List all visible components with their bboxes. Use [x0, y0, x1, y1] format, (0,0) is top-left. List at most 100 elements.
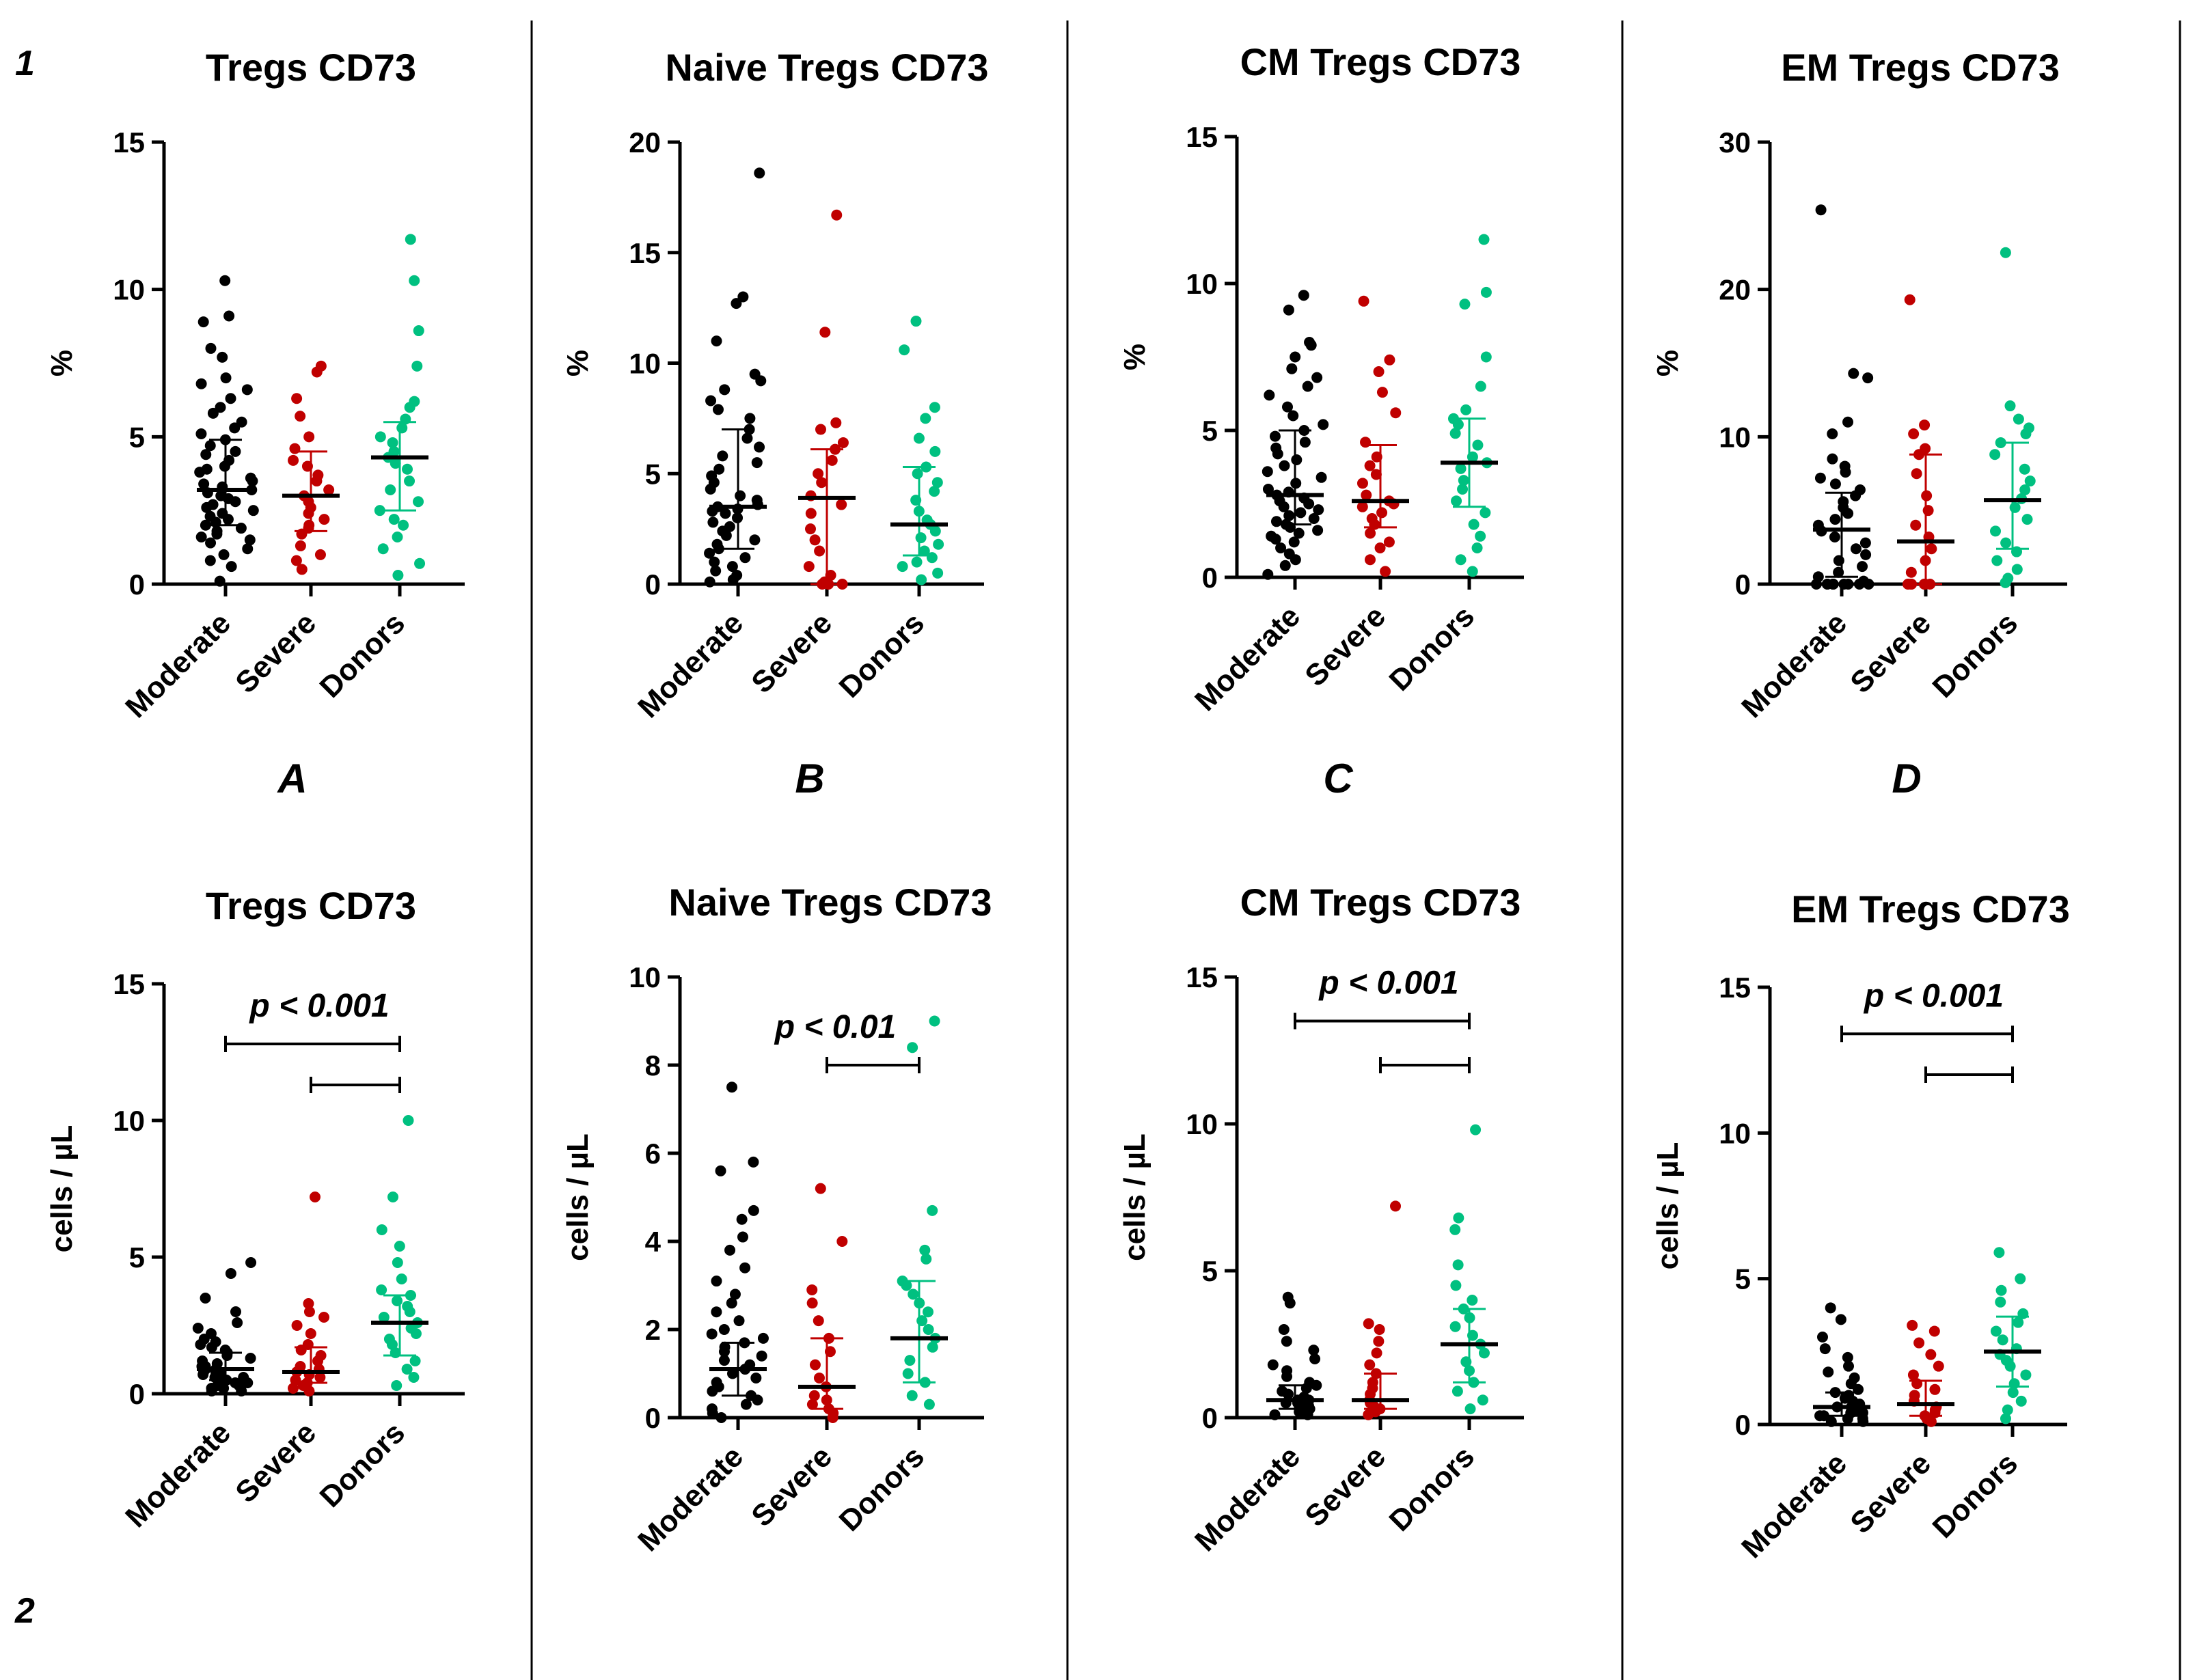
data-point-severe [1370, 469, 1382, 480]
data-point-severe [288, 454, 299, 466]
data-point-moderate [740, 1399, 752, 1410]
chart-title: CM Tregs CD73 [1240, 40, 1521, 83]
data-point-moderate [1305, 340, 1317, 351]
data-point-moderate [230, 1306, 241, 1317]
data-point-severe [288, 1383, 299, 1394]
data-point-donors [1477, 1394, 1488, 1406]
data-point-moderate [206, 1342, 217, 1353]
p-value-label: p < 0.001 [248, 988, 389, 1024]
data-point-moderate [204, 440, 216, 452]
data-point-moderate [195, 428, 207, 440]
data-point-moderate [195, 1339, 206, 1350]
data-point-severe [808, 1390, 820, 1401]
data-point-donors [1449, 1321, 1461, 1332]
data-point-moderate [718, 1346, 730, 1358]
x-tick-label: Severe [745, 1440, 839, 1533]
data-point-donors [414, 557, 426, 569]
data-point-severe [1364, 1359, 1376, 1371]
data-point-donors [1455, 554, 1467, 566]
data-point-donors [923, 1399, 935, 1410]
data-point-donors [929, 402, 940, 413]
x-tick-label: Moderate [119, 1416, 237, 1534]
data-point-donors [391, 1380, 403, 1391]
data-point-severe [303, 1386, 315, 1396]
data-point-moderate [1281, 1336, 1292, 1347]
x-tick-label: Donors [1383, 599, 1482, 698]
data-point-moderate [1318, 419, 1329, 430]
y-tick-label: 10 [1186, 268, 1218, 300]
data-point-moderate [720, 508, 731, 519]
data-point-severe [805, 508, 817, 519]
chart-title: Naive Tregs CD73 [665, 46, 988, 89]
data-point-moderate [726, 561, 738, 573]
y-axis-label: % [1651, 350, 1685, 376]
x-tick-label: Severe [1298, 1440, 1392, 1533]
data-point-severe [303, 508, 314, 519]
data-point-moderate [1312, 525, 1324, 536]
data-point-severe [1361, 489, 1372, 501]
data-point-moderate [741, 432, 753, 444]
x-tick-label: Moderate [119, 606, 237, 724]
chart-panel-6: Naive Tregs CD73 0 2 4 6 8 10 cells / µL Moderat… [561, 881, 992, 1558]
data-point-moderate [1283, 304, 1294, 316]
data-point-moderate [1827, 453, 1838, 465]
data-point-moderate [1829, 478, 1841, 490]
data-point-moderate [205, 342, 217, 354]
data-point-donors [1478, 234, 1490, 245]
data-point-moderate [1262, 568, 1274, 580]
data-point-moderate [245, 1257, 257, 1268]
data-point-donors [908, 1289, 919, 1300]
data-point-moderate [754, 167, 765, 179]
data-point-severe [303, 431, 315, 443]
chart-title: Naive Tregs CD73 [668, 881, 992, 924]
data-point-donors [405, 234, 416, 245]
data-point-donors [902, 1368, 914, 1379]
y-tick-label: 8 [645, 1049, 661, 1082]
data-point-moderate [247, 505, 259, 517]
data-point-donors [1470, 1124, 1482, 1135]
data-point-moderate [1825, 1416, 1837, 1427]
data-point-severe [309, 1192, 321, 1202]
chart-title: Tregs CD73 [206, 46, 416, 89]
data-point-moderate [1835, 1314, 1846, 1325]
row-label-1: 1 [15, 44, 35, 83]
data-point-moderate [1842, 1351, 1853, 1363]
data-point-donors [923, 1324, 934, 1335]
data-point-moderate [206, 1386, 217, 1396]
data-point-moderate [1295, 507, 1307, 519]
data-point-severe [1905, 566, 1917, 578]
data-point-severe [1913, 1337, 1925, 1349]
y-tick-label: 5 [129, 421, 145, 453]
data-point-donors [392, 1295, 403, 1306]
data-point-severe [813, 1372, 825, 1383]
y-tick-label: 5 [1202, 415, 1218, 447]
data-point-donors [907, 1042, 918, 1054]
data-point-moderate [205, 537, 217, 549]
data-point-severe [1363, 1409, 1374, 1420]
data-point-moderate [737, 1231, 748, 1243]
data-point-moderate [195, 531, 207, 542]
data-point-moderate [1290, 554, 1301, 566]
y-tick-label: 0 [129, 1378, 145, 1410]
data-point-severe [1907, 1319, 1918, 1331]
y-axis-label: cells / µL [45, 1125, 79, 1253]
data-point-moderate [731, 298, 742, 309]
data-point-moderate [247, 476, 258, 487]
y-tick-label: 5 [1202, 1255, 1218, 1287]
data-point-moderate [1859, 537, 1871, 549]
data-point-donors [2004, 400, 2016, 412]
data-point-donors [904, 1355, 916, 1366]
data-point-moderate [712, 404, 724, 415]
data-point-donors [396, 422, 408, 434]
data-point-donors [392, 531, 403, 542]
data-point-severe [826, 454, 838, 466]
data-point-moderate [744, 413, 756, 424]
data-point-moderate [1827, 579, 1839, 590]
data-point-donors [1450, 1280, 1462, 1291]
x-tick-label: Moderate [631, 606, 750, 724]
data-point-moderate [1281, 1371, 1293, 1382]
data-point-donors [1990, 1325, 2002, 1337]
data-point-moderate [201, 501, 213, 513]
data-point-moderate [192, 1323, 204, 1334]
data-point-moderate [1838, 579, 1850, 590]
